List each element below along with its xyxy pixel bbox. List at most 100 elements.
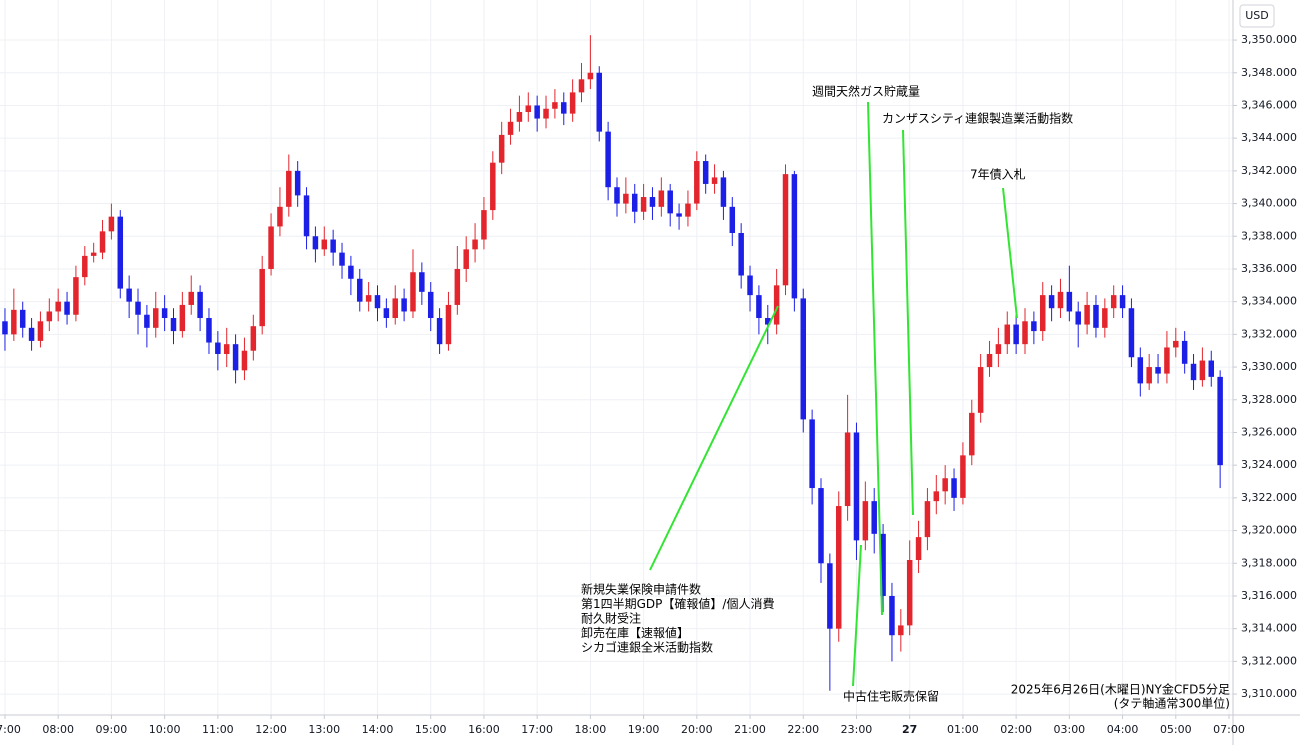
candle-body (286, 170, 292, 207)
candle-body (1217, 376, 1223, 466)
candle-body (365, 295, 372, 302)
annotation-leader (852, 544, 862, 687)
candle-body (765, 318, 771, 325)
candle-body (339, 252, 345, 266)
annotation-text: シカゴ連銀全米活動指数 (581, 640, 713, 655)
x-tick-label: 18:00 (575, 723, 607, 736)
candle-body (1137, 357, 1144, 384)
candle-body (197, 291, 203, 319)
candle-body (995, 344, 1002, 354)
candle-body (161, 308, 168, 319)
candle-body (472, 239, 478, 250)
candle-body (694, 161, 700, 204)
y-tick-label: 3,324.000 (1241, 458, 1297, 471)
candle-body (543, 108, 549, 119)
y-tick-label: 3,346.000 (1241, 98, 1297, 111)
currency-label: USD (1245, 9, 1269, 22)
candle-body (534, 105, 540, 119)
y-tick-label: 3,328.000 (1241, 393, 1297, 406)
x-tick-label: 19:00 (628, 723, 660, 736)
candle-body (1110, 295, 1117, 309)
y-tick-label: 3,342.000 (1241, 164, 1297, 177)
x-tick-label: 11:00 (202, 723, 234, 736)
candle-body (179, 304, 186, 332)
annotation-text: 7年債入札 (970, 167, 1026, 182)
candle-body (401, 298, 407, 312)
candle-body (791, 174, 798, 299)
candle-body (153, 308, 159, 328)
candle-body (685, 203, 691, 217)
annotation-text: 第1四半期GDP【確報値】/個人消費 (581, 596, 774, 611)
axes: 3,310.000 3,312.000 3,314.000 3,316.000 3,31… (0, 33, 1297, 736)
candle-body (596, 72, 602, 132)
candle-body (241, 350, 248, 371)
candle-body (1146, 367, 1152, 384)
candle-body (108, 216, 115, 232)
annotation-text: 新規失業保険申請件数 (581, 582, 701, 597)
candle-body (951, 478, 957, 498)
candle-body (880, 533, 886, 596)
annotation-text: 中古住宅販売保留 (843, 689, 939, 704)
candle-body (445, 304, 452, 345)
candle-body (525, 105, 532, 112)
candle-body (844, 432, 851, 507)
candle-body (720, 177, 727, 207)
candle-body (268, 226, 274, 269)
candle-body (250, 326, 257, 351)
x-tick-label: 13:00 (308, 723, 340, 736)
candle-body (658, 190, 665, 207)
x-tick-label: 07:00 (1213, 723, 1245, 736)
candle-body (623, 193, 629, 204)
grid (0, 0, 1233, 715)
x-tick-label: 12:00 (255, 723, 287, 736)
annotation-text: 耐久財受注 (581, 611, 641, 626)
x-tick-label: 09:00 (96, 723, 128, 736)
candle-body (977, 367, 984, 413)
candle-body (223, 344, 230, 354)
candle-body (330, 239, 336, 253)
candle-body (117, 216, 124, 289)
candle-body (55, 301, 61, 312)
candle-body (676, 213, 682, 217)
candle-body (667, 190, 673, 214)
candle-body (942, 478, 948, 492)
candle-body (800, 298, 807, 420)
candle-body (1048, 295, 1055, 309)
candle-body (259, 268, 265, 327)
y-tick-label: 3,336.000 (1241, 262, 1297, 275)
candle-body (481, 210, 487, 240)
x-tick-label: 10:00 (149, 723, 181, 736)
candle-body (1128, 308, 1135, 358)
x-tick-label: 03:00 (1053, 723, 1085, 736)
candle-body (463, 249, 469, 269)
candle-body (46, 311, 53, 322)
candle-body (818, 488, 824, 564)
candle-body (809, 419, 815, 489)
candle-body (303, 195, 310, 237)
candles (2, 35, 1223, 691)
annotation-text: 卸売在庫【速報値】 (581, 625, 689, 640)
annotation-leader (867, 101, 883, 616)
candle-body (312, 236, 319, 250)
candle-body (28, 327, 35, 341)
candle-body (614, 187, 620, 204)
candle-body (1155, 367, 1161, 374)
x-tick-label: 14:00 (362, 723, 394, 736)
y-tick-label: 3,332.000 (1241, 327, 1297, 340)
candle-body (1119, 295, 1126, 309)
y-tick-label: 3,312.000 (1241, 654, 1297, 667)
candle-body (1093, 304, 1099, 328)
candle-body (490, 162, 496, 211)
candle-body (561, 102, 567, 114)
candle-body (969, 412, 975, 456)
y-tick-label: 3,334.000 (1241, 295, 1297, 308)
y-tick-label: 3,322.000 (1241, 491, 1297, 504)
candle-body (277, 206, 283, 227)
candle-body (924, 501, 931, 538)
candle-body (1084, 304, 1090, 325)
candle-body (90, 252, 97, 256)
candle-body (498, 134, 505, 163)
annotation-leader (902, 129, 914, 516)
